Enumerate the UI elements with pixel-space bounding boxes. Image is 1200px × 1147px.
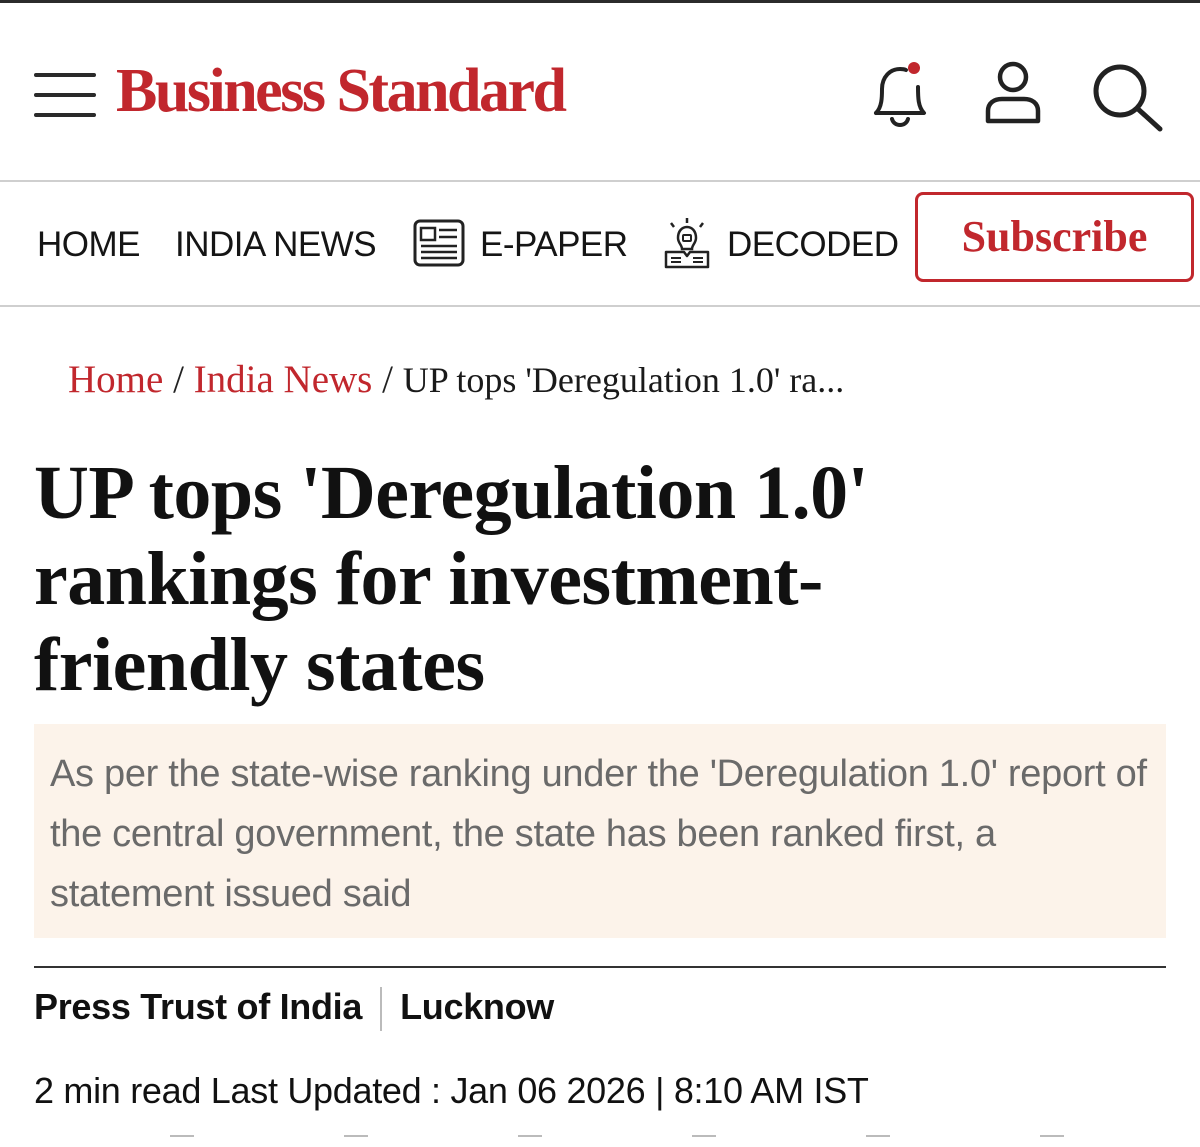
search-icon[interactable] — [1088, 59, 1166, 135]
breadcrumb-home-link[interactable]: Home — [68, 358, 164, 401]
byline: Press Trust of India Lucknow — [34, 982, 554, 1032]
newspaper-icon[interactable] — [412, 218, 466, 268]
bell-icon[interactable] — [862, 55, 938, 133]
article-meta: 2 min read Last Updated : Jan 06 2026 | … — [34, 1064, 869, 1118]
site-header: Business Standard — [0, 3, 1200, 179]
updated-time: 8:10 AM IST — [673, 1070, 869, 1111]
main-nav: HOME INDIA NEWS E-PAPER DECODED Subscrib… — [0, 182, 1200, 304]
notification-dot — [908, 62, 920, 74]
read-time: 2 min read — [34, 1070, 202, 1111]
lightbulb-icon[interactable] — [662, 216, 712, 270]
nav-item-india-news[interactable]: INDIA NEWS — [175, 225, 377, 264]
byline-divider — [34, 966, 1166, 968]
breadcrumb: Home / India News / UP tops 'Deregulatio… — [68, 352, 844, 408]
nav-item-decoded[interactable]: DECODED — [727, 225, 899, 264]
breadcrumb-separator: / — [382, 358, 393, 401]
breadcrumb-section-link[interactable]: India News — [193, 358, 373, 401]
site-logo[interactable]: Business Standard — [116, 57, 567, 125]
breadcrumb-separator: / — [173, 358, 184, 401]
bottom-dotted-separator — [170, 1135, 1090, 1137]
author-name[interactable]: Press Trust of India — [34, 986, 363, 1027]
hamburger-menu-icon[interactable] — [34, 73, 96, 119]
breadcrumb-current: UP tops 'Deregulation 1.0' ra... — [402, 360, 845, 400]
article-summary: As per the state-wise ranking under the … — [50, 753, 1147, 915]
top-border — [0, 0, 1200, 3]
article-location: Lucknow — [400, 986, 554, 1027]
article-summary-box: As per the state-wise ranking under the … — [34, 724, 1166, 938]
nav-item-e-paper[interactable]: E-PAPER — [480, 225, 628, 264]
updated-label: Last Updated : — [210, 1070, 441, 1111]
meta-separator: | — [655, 1070, 665, 1111]
subscribe-button[interactable]: Subscribe — [915, 192, 1194, 282]
updated-date: Jan 06 2026 — [450, 1070, 646, 1111]
nav-item-home[interactable]: HOME — [37, 225, 141, 264]
nav-divider — [0, 305, 1200, 307]
byline-separator — [380, 987, 383, 1032]
article-headline: UP tops 'Deregulation 1.0' rankings for … — [34, 451, 869, 707]
header-divider — [0, 180, 1200, 182]
user-icon[interactable] — [982, 59, 1044, 129]
